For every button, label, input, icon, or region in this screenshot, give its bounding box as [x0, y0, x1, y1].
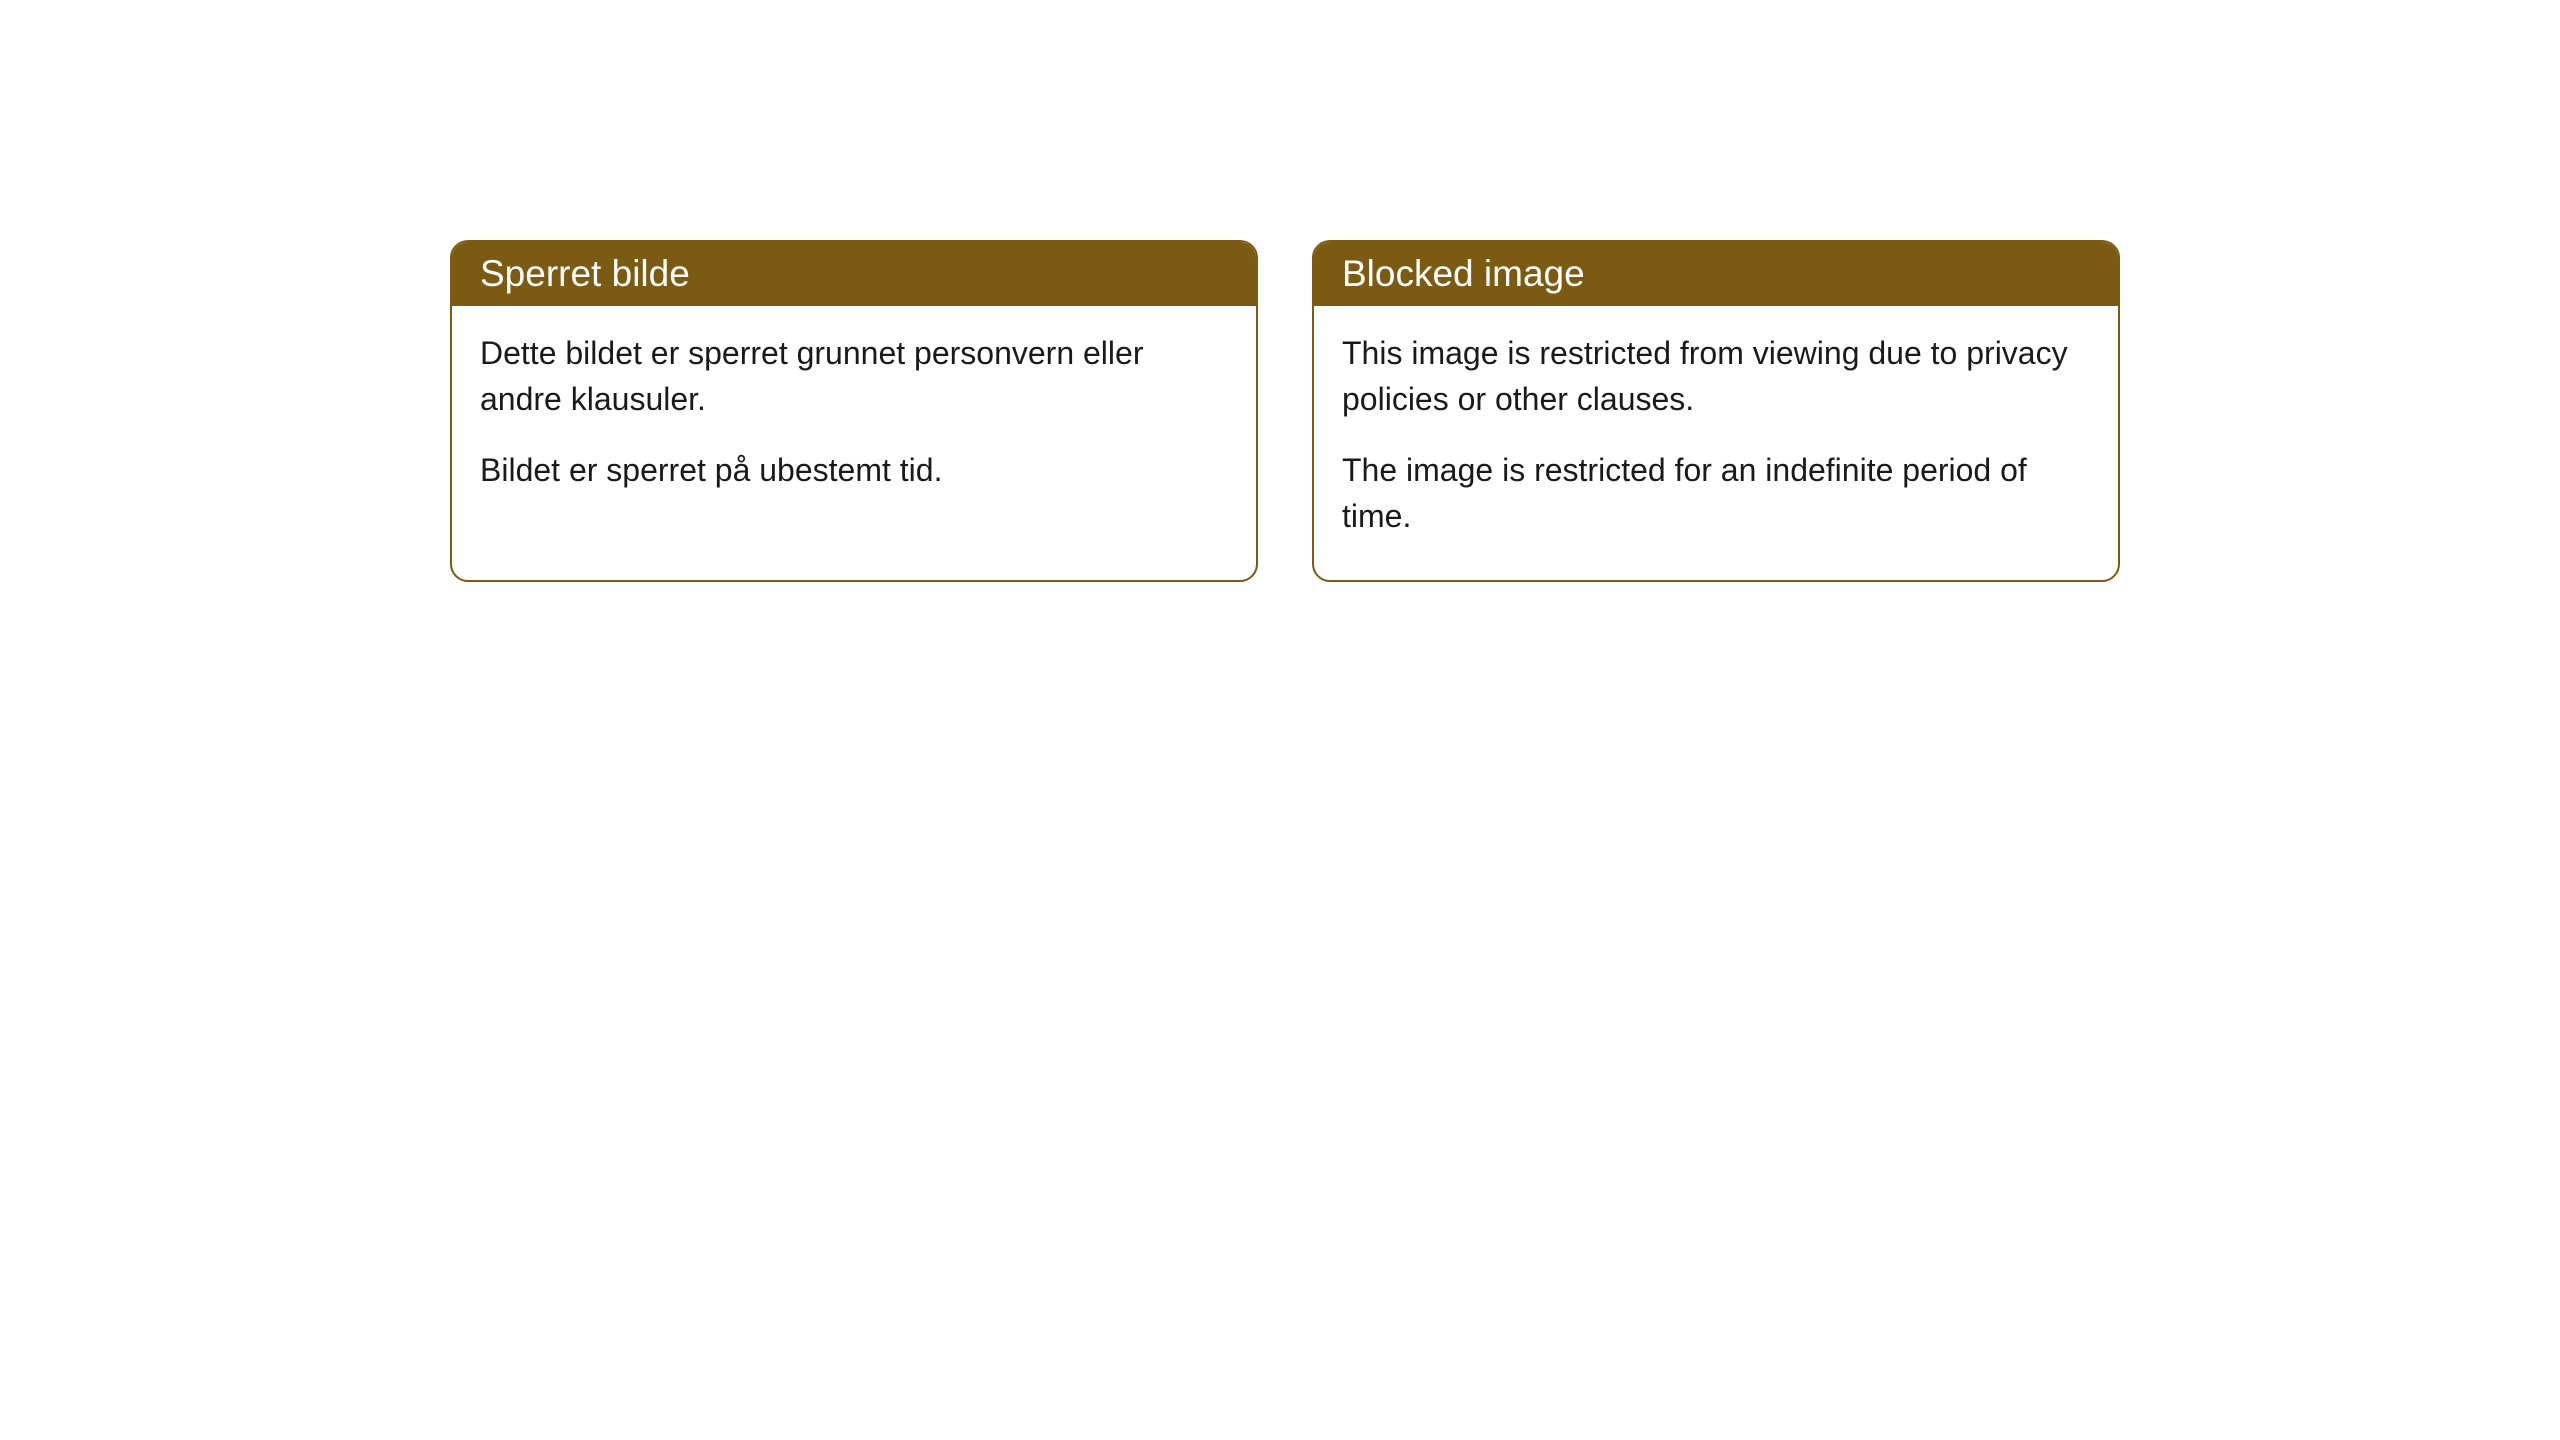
card-header-norwegian: Sperret bilde — [452, 242, 1256, 306]
card-body-norwegian: Dette bildet er sperret grunnet personve… — [452, 306, 1256, 533]
card-paragraph2-english: The image is restricted for an indefinit… — [1342, 447, 2090, 540]
card-paragraph1-english: This image is restricted from viewing du… — [1342, 330, 2090, 423]
cards-container: Sperret bilde Dette bildet er sperret gr… — [450, 240, 2560, 582]
card-paragraph1-norwegian: Dette bildet er sperret grunnet personve… — [480, 330, 1228, 423]
card-header-english: Blocked image — [1314, 242, 2118, 306]
card-title-english: Blocked image — [1342, 253, 1585, 294]
card-body-english: This image is restricted from viewing du… — [1314, 306, 2118, 580]
card-title-norwegian: Sperret bilde — [480, 253, 690, 294]
blocked-image-card-norwegian: Sperret bilde Dette bildet er sperret gr… — [450, 240, 1258, 582]
card-paragraph2-norwegian: Bildet er sperret på ubestemt tid. — [480, 447, 1228, 493]
blocked-image-card-english: Blocked image This image is restricted f… — [1312, 240, 2120, 582]
